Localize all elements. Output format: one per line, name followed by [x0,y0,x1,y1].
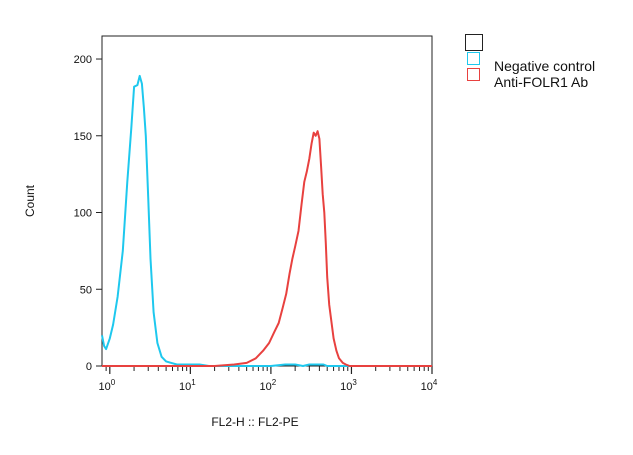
x-tick-label-2: 102 [260,378,277,393]
x-tick-label-1: 101 [179,378,196,393]
y-tick-label-0: 0 [86,361,92,373]
legend-swatch-anti-folr1-ab [467,68,480,81]
legend-swatch-blank [465,34,483,51]
plot-frame [101,35,433,367]
y-tick-label-1: 50 [80,284,92,296]
legend-label-negative-control: Negative control [494,58,596,74]
series-line-negative-control [101,74,432,367]
x-tick-label-4: 104 [421,378,438,393]
x-tick-label-3: 103 [340,378,357,393]
series-line-anti-folr1-ab [102,130,432,367]
legend: Negative control Anti-FOLR1 Ab [465,34,630,96]
x-axis: 100 101 102 103 104 [98,366,438,393]
y-tick-label-2: 100 [74,208,92,220]
x-axis-title: FL2-H :: FL2-PE [211,415,298,429]
y-axis: 0 50 100 150 200 [74,54,102,373]
y-axis-title: Count [23,184,37,217]
x-tick-label-0: 100 [98,378,115,393]
legend-label-anti-folr1-ab: Anti-FOLR1 Ab [494,74,589,90]
y-tick-label-3: 150 [74,131,92,143]
series-layer [101,74,432,367]
y-tick-label-4: 200 [74,54,92,66]
legend-swatch-negative-control [467,52,480,65]
